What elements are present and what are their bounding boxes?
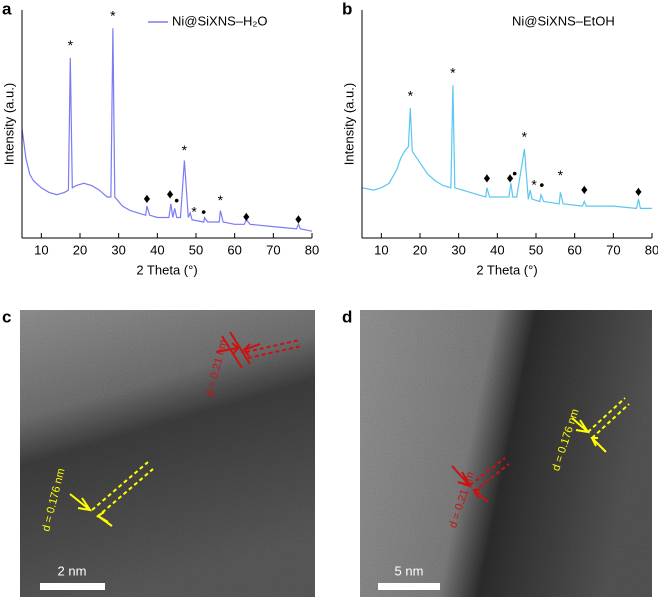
panel-label: a xyxy=(2,0,12,18)
peak-marker: * xyxy=(408,87,414,103)
x-tick-label: 60 xyxy=(227,242,241,257)
x-tick-label: 20 xyxy=(73,242,87,257)
tem-image: d = 0.21 nm d = 0.176 nm 2 nm xyxy=(20,310,315,597)
peak-marker: * xyxy=(218,192,224,208)
peak-marker: * xyxy=(558,167,564,183)
x-axis-title: 2 Theta (°) xyxy=(476,262,537,277)
spacing-marker xyxy=(215,331,303,369)
spacing-marker xyxy=(69,461,154,527)
peak-marker: • xyxy=(512,165,517,181)
spacing-marker xyxy=(571,397,630,453)
x-tick-label: 20 xyxy=(413,242,427,257)
y-axis-title: Intensity (a.u.) xyxy=(341,83,356,165)
x-tick-label: 70 xyxy=(606,242,620,257)
x-tick-label: 10 xyxy=(374,242,388,257)
peak-marker: ♦ xyxy=(243,208,250,224)
peak-marker: * xyxy=(522,128,528,144)
peak-marker: ♦ xyxy=(167,185,174,201)
peak-marker: ♦ xyxy=(635,183,642,199)
micrograph xyxy=(20,310,315,597)
scale-label: 2 nm xyxy=(58,563,87,578)
x-tick-label: 80 xyxy=(305,242,319,257)
scale-bar xyxy=(40,583,105,590)
scale-label: 5 nm xyxy=(395,563,424,578)
micrograph xyxy=(360,310,652,597)
x-tick-label: 80 xyxy=(645,242,658,257)
peak-marker: * xyxy=(531,176,537,192)
x-tick-label: 10 xyxy=(34,242,48,257)
x-tick-label: 70 xyxy=(266,242,280,257)
x-tick-label: 30 xyxy=(451,242,465,257)
x-tick-label: 50 xyxy=(189,242,203,257)
panel-label: d xyxy=(342,307,352,326)
panel-label: c xyxy=(2,307,11,326)
peak-marker: ♦ xyxy=(143,190,150,206)
peak-marker: • xyxy=(174,192,179,208)
scale-bar xyxy=(378,583,440,590)
panel-label: b xyxy=(342,0,352,18)
data-line xyxy=(361,85,652,210)
peak-marker: • xyxy=(539,176,544,192)
peak-marker: ♦ xyxy=(483,169,490,185)
x-tick-label: 40 xyxy=(490,242,504,257)
peak-marker: * xyxy=(450,65,456,81)
peak-marker: * xyxy=(191,204,197,220)
data-line xyxy=(21,28,313,232)
peak-marker: ♦ xyxy=(295,210,302,226)
x-tick-label: 50 xyxy=(529,242,543,257)
peak-marker: * xyxy=(68,37,74,53)
x-tick-label: 40 xyxy=(150,242,164,257)
peak-marker: * xyxy=(182,142,188,158)
legend-label: Ni@SiXNS–EtOH xyxy=(512,13,615,28)
x-axis-title: 2 Theta (°) xyxy=(136,262,197,277)
y-axis-title: Intensity (a.u.) xyxy=(1,83,16,165)
peak-marker: • xyxy=(201,204,206,220)
peak-marker: ♦ xyxy=(581,181,588,197)
peak-marker: * xyxy=(110,8,116,24)
spacing-marker xyxy=(451,457,510,503)
x-tick-label: 60 xyxy=(567,242,581,257)
legend-label: Ni@SiXNS–H₂O xyxy=(172,13,268,28)
tem-image: d = 0.21 nm d = 0.176 nm 5 nm xyxy=(360,310,652,597)
x-tick-label: 30 xyxy=(111,242,125,257)
peak-marker: ♦ xyxy=(507,169,514,185)
